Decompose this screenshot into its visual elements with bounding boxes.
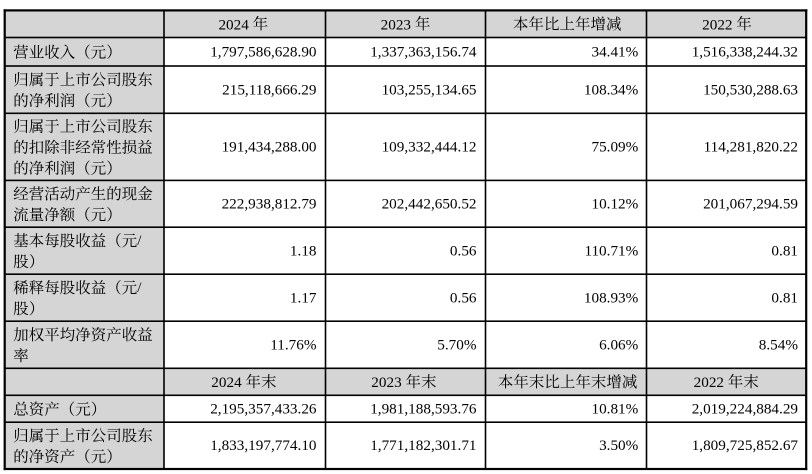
svg-text:5.70%: 5.70%: [437, 336, 477, 353]
svg-text:103,255,134.65: 103,255,134.65: [382, 81, 477, 98]
svg-text:2023: 2023: [371, 374, 401, 391]
svg-text:108.34%: 108.34%: [584, 81, 639, 98]
svg-text:/: /: [137, 279, 142, 296]
svg-text:1,797,586,628.90: 1,797,586,628.90: [210, 43, 317, 60]
svg-text:6.06%: 6.06%: [599, 336, 639, 353]
svg-text:/: /: [137, 232, 142, 249]
svg-text:201,067,294.59: 201,067,294.59: [703, 195, 798, 212]
svg-text:10.81%: 10.81%: [591, 400, 638, 417]
svg-text:1.17: 1.17: [290, 289, 317, 306]
svg-text:114,281,820.22: 114,281,820.22: [704, 138, 798, 155]
svg-text:215,118,666.29: 215,118,666.29: [222, 81, 316, 98]
svg-text:1,809,725,852.67: 1,809,725,852.67: [692, 437, 799, 454]
svg-text:1,833,197,774.10: 1,833,197,774.10: [210, 437, 317, 454]
svg-text:2024: 2024: [211, 374, 242, 391]
svg-text:34.41%: 34.41%: [591, 43, 638, 60]
svg-text:2022: 2022: [702, 16, 732, 33]
svg-text:0.56: 0.56: [450, 242, 477, 259]
svg-text:109,332,444.12: 109,332,444.12: [382, 138, 477, 155]
svg-text:0.56: 0.56: [450, 289, 477, 306]
svg-text:10.12%: 10.12%: [591, 195, 638, 212]
svg-text:2022: 2022: [694, 374, 724, 391]
svg-text:2,195,357,433.26: 2,195,357,433.26: [210, 400, 317, 417]
svg-text:0.81: 0.81: [771, 289, 798, 306]
svg-text:3.50%: 3.50%: [599, 437, 639, 454]
svg-text:1,516,338,244.32: 1,516,338,244.32: [692, 43, 798, 60]
svg-text:222,938,812.79: 222,938,812.79: [222, 195, 317, 212]
svg-text:108.93%: 108.93%: [584, 289, 639, 306]
svg-text:2023: 2023: [381, 16, 411, 33]
svg-text:8.54%: 8.54%: [759, 336, 799, 353]
svg-text:2024: 2024: [218, 16, 249, 33]
svg-text:1,337,363,156.74: 1,337,363,156.74: [370, 43, 477, 60]
svg-text:1,981,188,593.76: 1,981,188,593.76: [370, 400, 477, 417]
svg-text:110.71%: 110.71%: [584, 242, 638, 259]
svg-text:202,442,650.52: 202,442,650.52: [382, 195, 477, 212]
svg-text:0.81: 0.81: [771, 242, 798, 259]
svg-text:191,434,288.00: 191,434,288.00: [222, 138, 317, 155]
svg-text:150,530,288.63: 150,530,288.63: [703, 81, 798, 98]
svg-text:2,019,224,884.29: 2,019,224,884.29: [692, 400, 798, 417]
svg-text:75.09%: 75.09%: [591, 138, 638, 155]
svg-text:1,771,182,301.71: 1,771,182,301.71: [370, 437, 476, 454]
svg-text:1.18: 1.18: [290, 242, 317, 259]
svg-text:11.76%: 11.76%: [270, 336, 317, 353]
